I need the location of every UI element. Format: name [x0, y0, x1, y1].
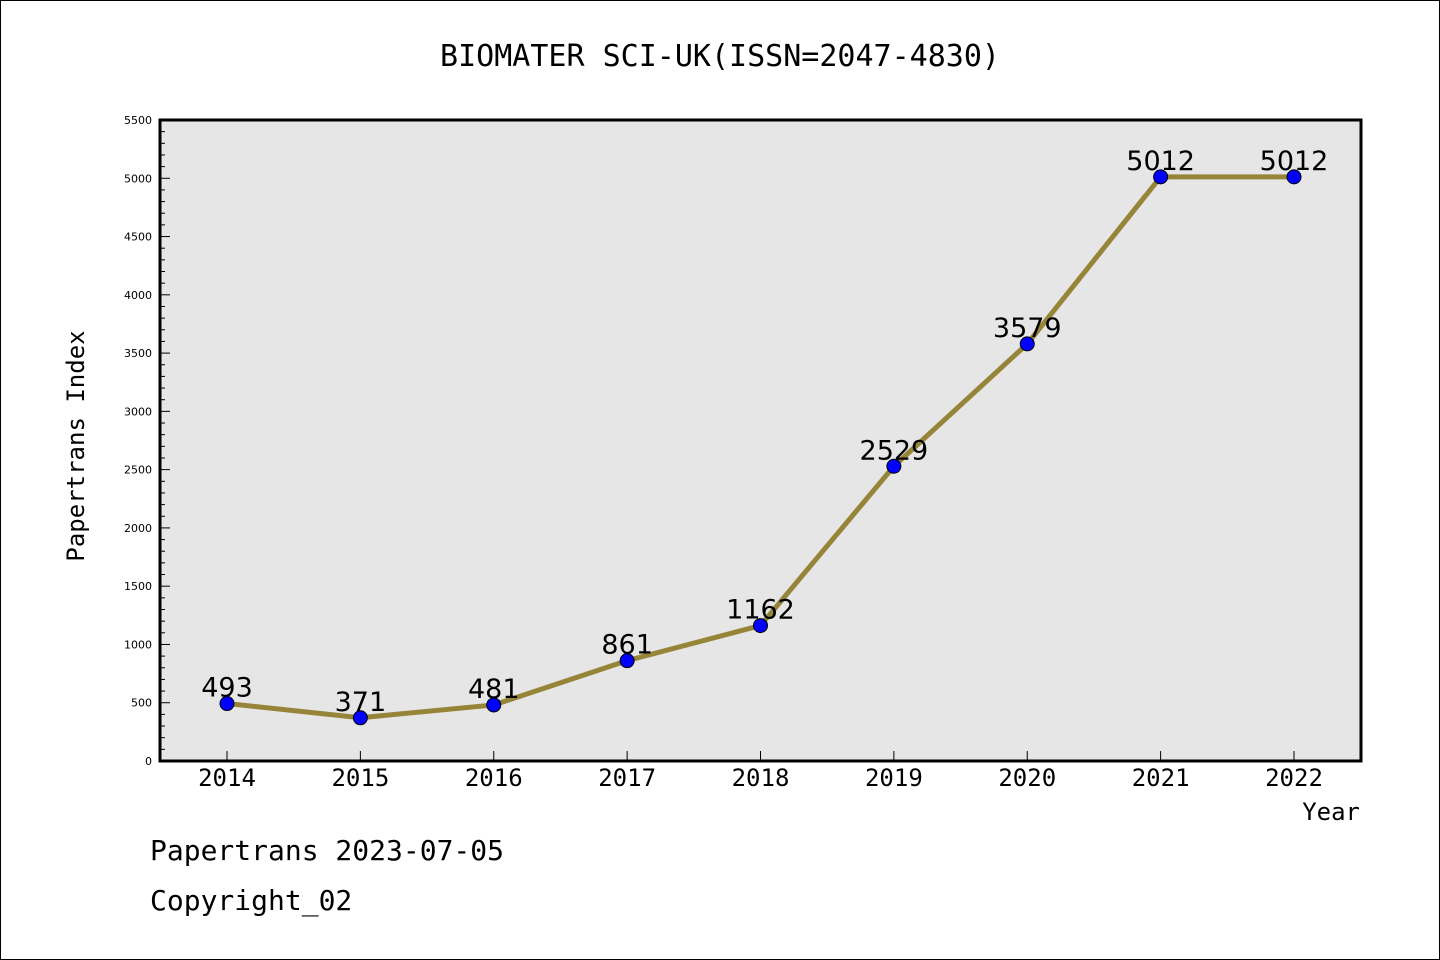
y-tick-label: 0 — [145, 755, 152, 768]
data-label: 493 — [201, 673, 253, 704]
data-label: 2529 — [860, 435, 929, 466]
data-point — [219, 696, 235, 712]
x-axis-label: Year — [1302, 798, 1360, 826]
data-point — [886, 458, 902, 474]
data-label: 861 — [601, 630, 653, 661]
data-label: 371 — [335, 687, 387, 718]
chart-title: BIOMATER SCI-UK(ISSN=2047-4830) — [440, 39, 1000, 74]
x-tick-label: 2016 — [465, 764, 523, 792]
x-tick-label: 2021 — [1132, 764, 1190, 792]
x-tick-label: 2015 — [331, 764, 389, 792]
data-points — [219, 169, 1302, 726]
y-tick-label: 1500 — [124, 580, 152, 593]
data-point — [1153, 169, 1169, 185]
x-axis: 2014 2015 2016 2017 2018 2019 2020 2021 2022 — [198, 751, 1323, 792]
data-label: 5012 — [1260, 146, 1329, 177]
y-axis: 0 500 1000 1500 2000 2500 3000 3500 4000 4500 5000… — [124, 114, 170, 768]
data-point — [1286, 169, 1302, 185]
x-tick-label: 2020 — [998, 764, 1056, 792]
x-tick-label: 2017 — [598, 764, 656, 792]
x-tick-label: 2022 — [1265, 764, 1323, 792]
plot-area — [158, 118, 1363, 763]
data-point — [753, 618, 768, 634]
y-tick-label: 3000 — [124, 405, 152, 418]
data-point — [619, 653, 635, 669]
y-tick-label: 5500 — [124, 114, 152, 127]
data-label: 1162 — [726, 595, 795, 626]
data-point — [1019, 336, 1035, 352]
y-tick-label: 2000 — [124, 522, 152, 535]
x-tick-label: 2018 — [732, 764, 790, 792]
y-tick-label: 4500 — [124, 231, 152, 244]
y-axis-label: Papertrans Index — [62, 330, 90, 561]
data-label: 3579 — [993, 313, 1062, 344]
footer-copyright-text: Copyright_02 — [150, 884, 353, 917]
y-tick-label: 1000 — [124, 638, 152, 651]
footer-date-text: Papertrans 2023-07-05 — [150, 834, 505, 867]
y-tick-label: 4000 — [124, 289, 152, 302]
y-tick-label: 500 — [131, 697, 152, 710]
y-tick-label: 5000 — [124, 172, 152, 185]
data-point — [486, 697, 502, 713]
x-tick-label: 2019 — [865, 764, 923, 792]
y-tick-label: 3500 — [124, 347, 152, 360]
data-labels: 493 371 481 861 1162 2529 3579 5012 5012 — [201, 146, 1328, 718]
data-label: 481 — [468, 674, 520, 705]
data-label: 5012 — [1126, 146, 1195, 177]
y-tick-label: 2500 — [124, 464, 152, 477]
data-point — [352, 710, 368, 726]
x-tick-label: 2014 — [198, 764, 256, 792]
